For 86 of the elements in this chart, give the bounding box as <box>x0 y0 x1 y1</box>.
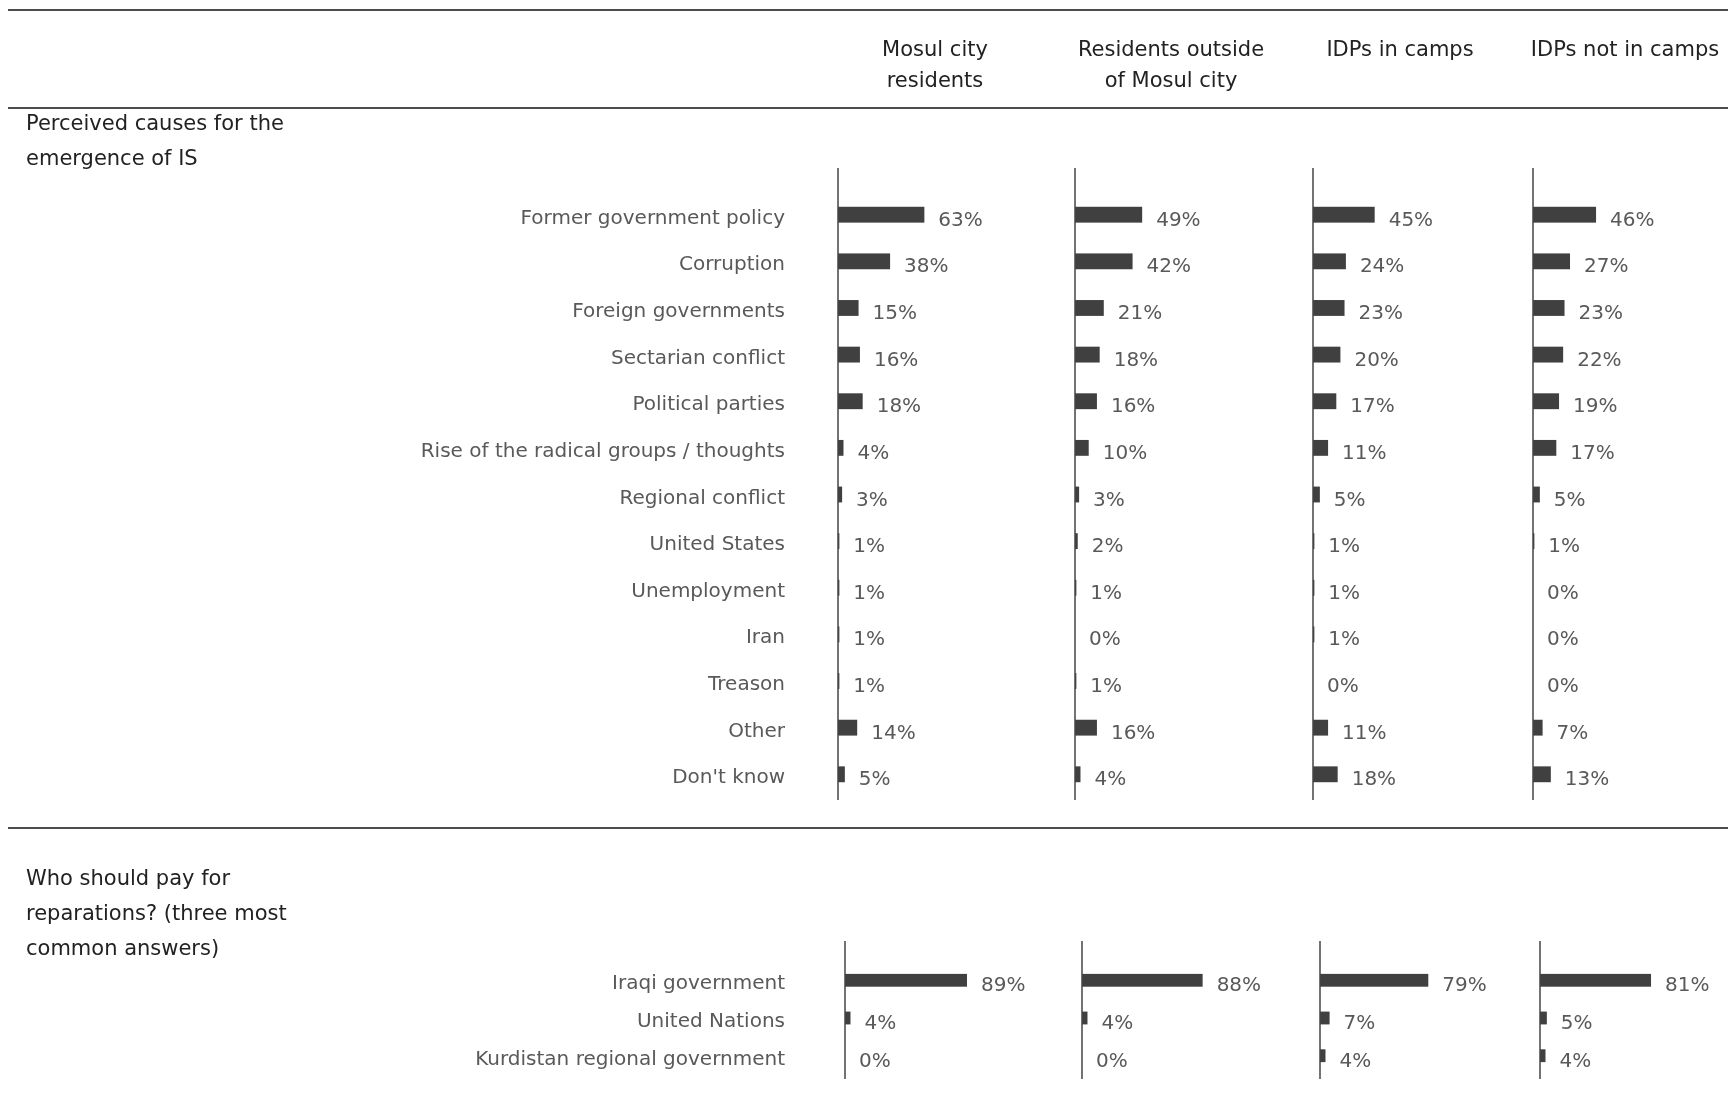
data-label: 13% <box>1564 766 1610 791</box>
data-label: 63% <box>938 206 983 231</box>
chart-title: Residents outside of Mosul city <box>1077 37 1265 92</box>
data-label: 14% <box>871 719 916 744</box>
text: Perceived causes for the emergence of IS <box>26 111 284 170</box>
data-label: 5% <box>1333 486 1366 511</box>
data-label: 5% <box>1560 1010 1593 1034</box>
data-label: 21% <box>1117 299 1163 324</box>
data-label: 4% <box>864 1010 897 1034</box>
data-label: 0% <box>859 1047 891 1072</box>
data-label: 4% <box>857 439 890 464</box>
y-tick-label: Rise of the radical groups / thoughts <box>420 437 785 462</box>
y-tick-label: Kurdistan regional government <box>475 1045 786 1070</box>
y-tick-label: Former government policy <box>520 204 786 229</box>
data-label: 1% <box>1328 579 1361 604</box>
chart-title: Mosul city residents <box>882 37 988 92</box>
chart-title: IDPs not in camps <box>1530 37 1720 61</box>
data-label: 11% <box>1342 719 1387 744</box>
y-tick-label: United Nations <box>636 1008 785 1032</box>
data-label: 27% <box>1584 253 1629 278</box>
data-label: 23% <box>1578 299 1623 324</box>
data-label: 0% <box>1089 626 1121 651</box>
data-label: 81% <box>1665 972 1710 997</box>
y-tick-label: Corruption <box>679 251 785 276</box>
data-label: 7% <box>1556 719 1589 744</box>
data-label: 2% <box>1091 533 1124 558</box>
data-label: 45% <box>1388 206 1434 231</box>
data-label: 88% <box>1216 972 1262 997</box>
y-tick-label: Foreign governments <box>572 297 785 322</box>
data-label: 0% <box>1327 673 1359 698</box>
data-label: 1% <box>1090 579 1123 604</box>
data-label: 16% <box>1110 393 1156 418</box>
data-label: 17% <box>1350 393 1395 418</box>
data-label: 11% <box>1342 439 1387 464</box>
y-tick-label: Sectarian conflict <box>610 344 786 369</box>
data-label: 38% <box>904 253 949 278</box>
data-label: 1% <box>853 533 886 558</box>
data-label: 7% <box>1343 1010 1376 1034</box>
data-label: 1% <box>853 579 886 604</box>
data-label: 46% <box>1610 206 1655 231</box>
data-label: 4% <box>1094 766 1127 791</box>
y-tick-label: Don't know <box>672 764 785 789</box>
data-label: 18% <box>876 393 922 418</box>
chart-title: IDPs in camps <box>1326 37 1474 61</box>
data-label: 0% <box>1547 626 1579 651</box>
data-label: 5% <box>1553 486 1586 511</box>
data-label: 1% <box>1090 673 1123 698</box>
y-tick-label: Iran <box>745 624 785 649</box>
data-label: 49% <box>1156 206 1201 231</box>
data-label: 4% <box>1101 1010 1134 1034</box>
y-tick-label: Regional conflict <box>619 484 786 509</box>
text: Who should pay for reparations? (three most common answers) <box>26 866 287 960</box>
data-label: 1% <box>1328 626 1361 651</box>
data-label: 79% <box>1442 972 1487 997</box>
data-label: 23% <box>1358 299 1403 324</box>
data-label: 18% <box>1351 766 1397 791</box>
data-label: 16% <box>873 346 919 371</box>
data-label: 24% <box>1359 253 1405 278</box>
data-label: 17% <box>1570 439 1615 464</box>
data-label: 20% <box>1354 346 1399 371</box>
data-label: 0% <box>1547 579 1579 604</box>
data-label: 1% <box>1548 533 1581 558</box>
y-tick-label: Treason <box>707 671 785 696</box>
y-tick-label: Unemployment <box>631 577 786 602</box>
data-label: 4% <box>1559 1047 1592 1072</box>
data-label: 3% <box>856 486 888 511</box>
data-label: 5% <box>858 766 891 791</box>
data-label: 0% <box>1096 1047 1128 1072</box>
data-label: 19% <box>1573 393 1618 418</box>
y-tick-label: Other <box>728 717 786 742</box>
data-label: 22% <box>1577 346 1622 371</box>
data-label: 15% <box>872 299 918 324</box>
data-label: 89% <box>981 972 1026 997</box>
y-tick-label: Political parties <box>632 391 785 416</box>
data-label: 42% <box>1146 253 1192 278</box>
y-tick-label: Iraqi government <box>612 970 786 995</box>
data-label: 16% <box>1110 719 1156 744</box>
data-label: 4% <box>1339 1047 1372 1072</box>
data-label: 0% <box>1547 673 1579 698</box>
data-label: 1% <box>853 673 886 698</box>
data-label: 3% <box>1093 486 1125 511</box>
data-label: 1% <box>1328 533 1361 558</box>
data-label: 18% <box>1113 346 1159 371</box>
y-tick-label: United States <box>649 531 785 556</box>
data-label: 10% <box>1102 439 1148 464</box>
data-label: 1% <box>853 626 886 651</box>
